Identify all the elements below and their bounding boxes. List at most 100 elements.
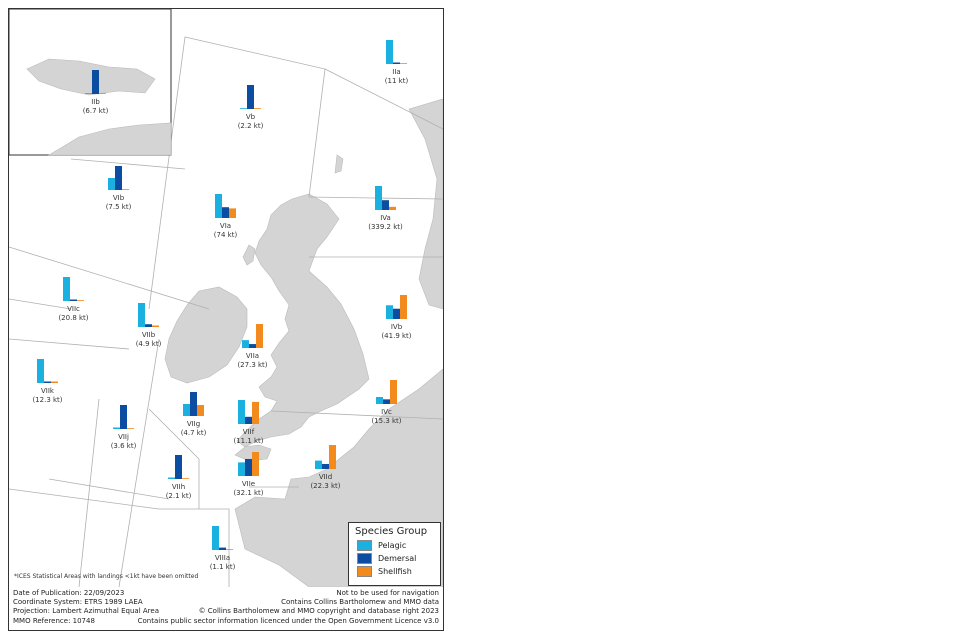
area-total-label: (11 kt) <box>385 77 409 85</box>
legend-swatch-demersal <box>357 553 372 564</box>
area-chart-vb: Vb(2.2 kt) <box>238 85 264 130</box>
legend-item-pelagic: Pelagic <box>357 540 440 551</box>
bar-viia-shellfish <box>256 324 263 348</box>
area-code-label: VIb <box>113 194 125 202</box>
area-code-label: VIIc <box>67 305 80 313</box>
area-chart-viib: VIIb(4.9 kt) <box>136 303 162 348</box>
area-chart-viic: VIIc(20.8 kt) <box>58 277 89 322</box>
area-code-label: VIIe <box>242 480 255 488</box>
bar-viig-demersal <box>190 392 197 416</box>
bar-viij-demersal <box>120 405 127 429</box>
legend-label-shellfish: Shellfish <box>378 567 412 576</box>
navigation-warning: Not to be used for navigation <box>336 589 439 597</box>
area-code-label: IVc <box>381 408 392 416</box>
bar-ivb-shellfish <box>400 295 407 319</box>
bar-vb-demersal <box>247 85 254 109</box>
bar-viif-shellfish <box>252 401 259 424</box>
bar-vib-shellfish <box>122 189 129 190</box>
area-total-label: (7.5 kt) <box>106 203 132 211</box>
bar-iva-pelagic <box>375 186 382 210</box>
area-code-label: VIIk <box>41 387 55 395</box>
licence: Contains public sector information licen… <box>137 616 439 625</box>
inset-svalbard-landmass <box>26 58 156 96</box>
area-total-label: (22.3 kt) <box>310 482 340 490</box>
legend: Species Group Pelagic Demersal Shellfish <box>348 522 441 586</box>
bar-viic-demersal <box>70 299 77 301</box>
bar-viif-pelagic <box>238 400 245 424</box>
bar-viik-pelagic <box>37 359 44 383</box>
area-chart-viig: VIIg(4.7 kt) <box>181 392 207 437</box>
area-code-label: VIIa <box>246 352 259 360</box>
area-total-label: (1.1 kt) <box>210 563 236 571</box>
legend-title: Species Group <box>355 526 428 537</box>
bar-viic-pelagic <box>63 277 70 301</box>
bar-ivc-pelagic <box>376 397 383 404</box>
area-total-label: (27.3 kt) <box>237 361 267 369</box>
legend-item-shellfish: Shellfish <box>357 566 440 577</box>
bar-viig-shellfish <box>197 405 204 416</box>
bar-via-pelagic <box>215 194 222 218</box>
bar-viie-demersal <box>245 458 252 476</box>
bar-vib-demersal <box>115 166 122 190</box>
ireland-landmass <box>164 286 248 384</box>
area-total-label: (4.7 kt) <box>181 429 207 437</box>
bar-iia-shellfish <box>400 63 407 64</box>
area-code-label: VIIj <box>118 433 129 441</box>
area-code-label: IIa <box>392 68 400 76</box>
bar-viiia-pelagic <box>212 526 219 550</box>
copyright: © Collins Bartholomew and MMO copyright … <box>198 607 439 616</box>
bar-viij-pelagic <box>113 427 120 429</box>
bar-viie-pelagic <box>238 462 245 476</box>
bar-viik-shellfish <box>51 381 58 383</box>
legend-swatch-shellfish <box>357 566 372 577</box>
footnote: *ICES Statistical Areas with landings <1… <box>14 573 199 580</box>
area-total-label: (41.9 kt) <box>381 332 411 340</box>
area-chart-viiia: VIIIa(1.1 kt) <box>210 526 236 571</box>
bar-iia-demersal <box>393 62 400 64</box>
area-code-label: VIId <box>319 473 332 481</box>
area-chart-viij: VIIj(3.6 kt) <box>111 405 137 450</box>
bar-iib-demersal <box>92 70 99 94</box>
area-chart-ivb: IVb(41.9 kt) <box>381 295 412 340</box>
area-chart-viih: VIIh(2.1 kt) <box>166 455 192 500</box>
legend-item-demersal: Demersal <box>357 553 440 564</box>
area-total-label: (3.6 kt) <box>111 442 137 450</box>
bar-ivc-demersal <box>383 399 390 404</box>
area-total-label: (32.1 kt) <box>233 489 263 497</box>
area-total-label: (12.3 kt) <box>32 396 62 404</box>
great-britain-landmass <box>236 193 370 448</box>
area-chart-via: VIa(74 kt) <box>214 194 238 239</box>
bar-via-shellfish <box>229 208 236 218</box>
area-code-label: VIIg <box>187 420 200 428</box>
bar-ivc-shellfish <box>390 380 397 404</box>
ices-boundaries <box>9 36 443 587</box>
area-code-label: VIIf <box>243 428 255 436</box>
bar-vb-shellfish <box>254 108 261 109</box>
bar-iva-shellfish <box>389 206 396 210</box>
mmo-reference: MMO Reference: 10748 <box>13 616 95 625</box>
area-chart-vib: VIb(7.5 kt) <box>106 166 132 211</box>
area-chart-viif: VIIf(11.1 kt) <box>233 400 264 445</box>
info-left: Date of Publication: 22/09/2023 Coordina… <box>13 589 159 626</box>
area-code-label: VIIIa <box>215 554 230 562</box>
area-total-label: (339.2 kt) <box>368 223 403 231</box>
bar-via-demersal <box>222 207 229 218</box>
area-code-label: VIIh <box>172 483 185 491</box>
area-chart-viie: VIIe(32.1 kt) <box>233 452 264 497</box>
inset-mainland-landmass <box>47 122 172 156</box>
area-total-label: (74 kt) <box>214 231 238 239</box>
hebrides-landmass <box>242 244 256 266</box>
bar-viic-shellfish <box>77 300 84 301</box>
area-total-label: (2.1 kt) <box>166 492 192 500</box>
bar-ivb-demersal <box>393 308 400 319</box>
bar-viiia-shellfish <box>226 549 233 550</box>
area-code-label: VIIb <box>142 331 156 339</box>
inset-map <box>9 9 172 156</box>
area-total-label: (11.1 kt) <box>233 437 263 445</box>
bar-ivb-pelagic <box>386 305 393 319</box>
area-code-label: Vb <box>246 113 256 121</box>
area-total-label: (15.3 kt) <box>371 417 401 425</box>
projection: Projection: Lambert Azimuthal Equal Area <box>13 607 159 616</box>
bar-iib-shellfish <box>99 93 106 94</box>
area-code-label: IVb <box>391 323 403 331</box>
